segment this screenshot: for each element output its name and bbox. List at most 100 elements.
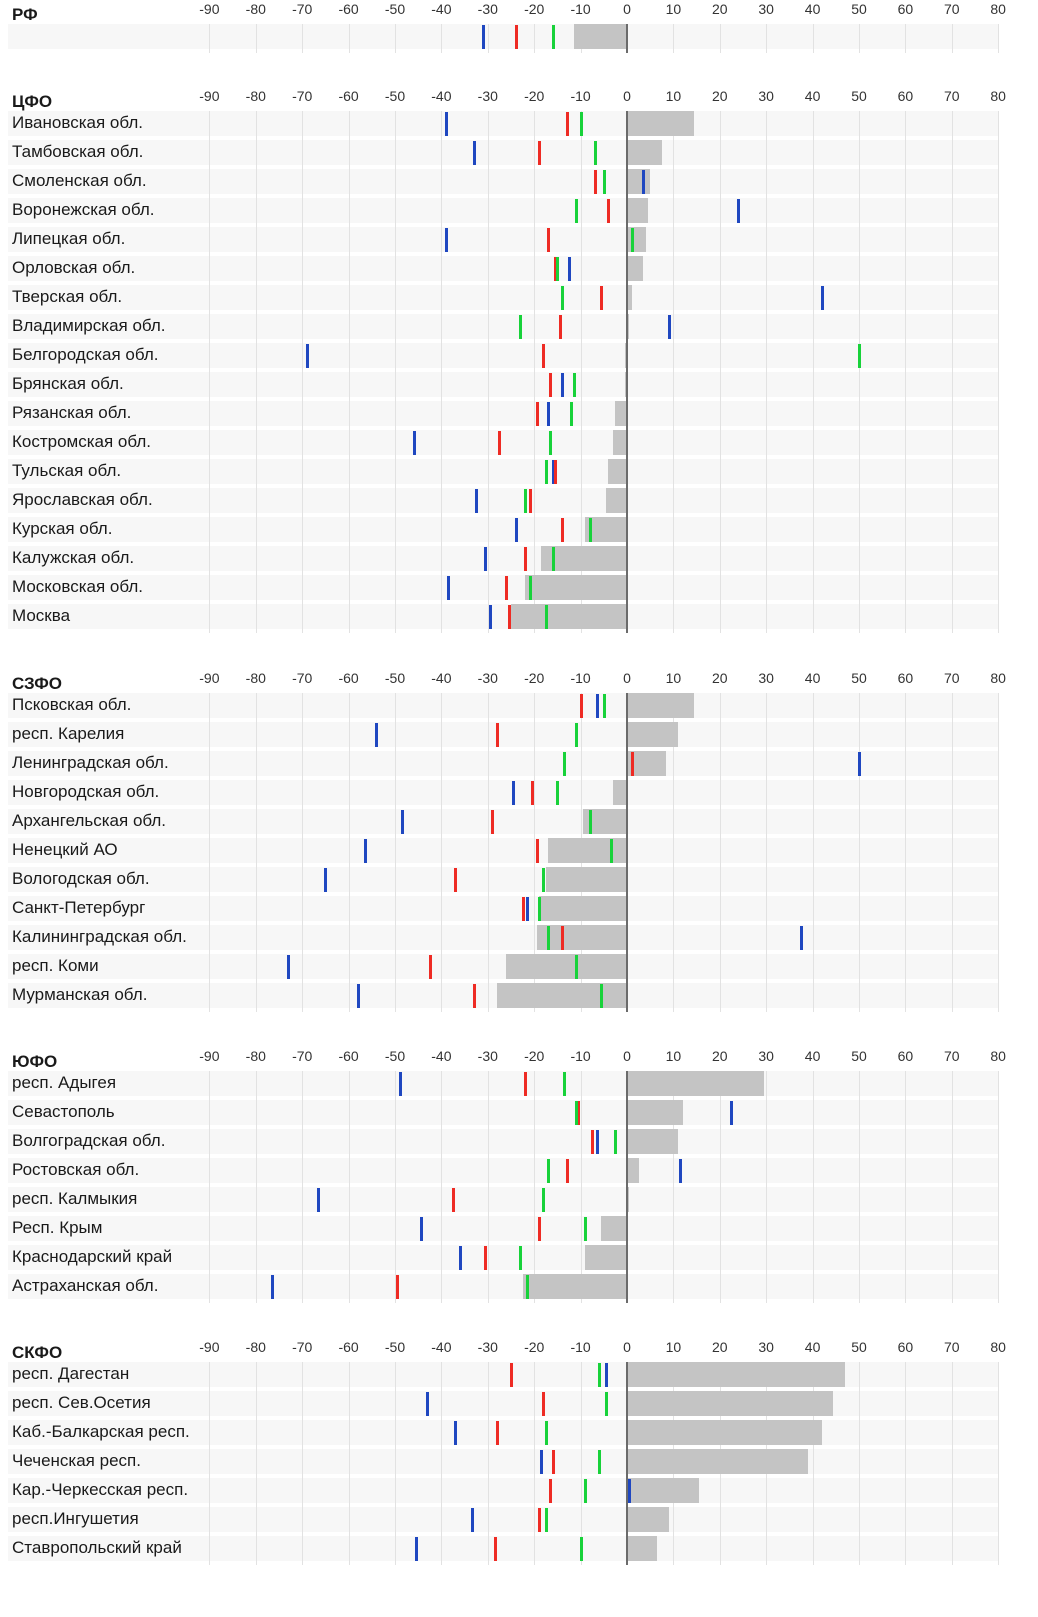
row-label: Ставропольский край <box>12 1538 182 1557</box>
bar <box>627 1449 808 1474</box>
bar <box>627 1362 846 1387</box>
grid-line <box>209 111 211 633</box>
grid-line <box>348 693 350 1012</box>
bar <box>522 1274 627 1299</box>
red-marker <box>607 199 611 223</box>
grid-line <box>534 1362 536 1565</box>
row-band <box>8 1129 998 1154</box>
row-band <box>8 722 998 747</box>
grid-line <box>766 693 768 1012</box>
row-label: Владимирская обл. <box>12 316 166 335</box>
grid-line <box>302 1071 304 1303</box>
bar <box>538 896 627 921</box>
grid-line <box>859 24 860 53</box>
axis-tick-label: 20 <box>712 1339 728 1355</box>
axis-tick-label: -70 <box>292 88 313 104</box>
row-label: Тверская обл. <box>12 287 123 306</box>
red-marker <box>537 141 541 165</box>
row-band <box>8 1187 998 1212</box>
grid-line <box>812 1071 814 1303</box>
row-band <box>8 604 998 629</box>
grid-line <box>441 1362 443 1565</box>
grid-line <box>348 1071 350 1303</box>
row-band <box>8 954 998 979</box>
group-title: ЮФО <box>12 1052 58 1071</box>
blue-marker <box>324 868 328 892</box>
axis-tick-label: 0 <box>623 1048 631 1064</box>
red-marker <box>452 1188 455 1212</box>
row-band <box>8 1071 998 1096</box>
grid-line <box>905 1071 907 1303</box>
bar <box>627 169 651 194</box>
bar <box>613 780 627 805</box>
bar <box>627 1187 630 1212</box>
red-marker <box>579 694 583 718</box>
row-band <box>8 517 998 542</box>
grid-line <box>766 111 768 633</box>
blue-marker <box>445 112 449 136</box>
axis-tick-label: -20 <box>524 1048 545 1064</box>
axis-tick-label: -40 <box>431 670 452 686</box>
red-marker <box>535 839 539 863</box>
bar <box>615 401 627 426</box>
zero-line <box>626 111 628 633</box>
grid-line <box>395 111 396 633</box>
blue-marker <box>561 373 565 397</box>
green-marker <box>544 1421 548 1445</box>
group-title: СЗФО <box>12 674 63 693</box>
axis-tick-label: 20 <box>712 670 728 686</box>
green-marker <box>537 897 541 921</box>
green-marker <box>600 984 604 1008</box>
grid-line <box>302 111 304 633</box>
bar <box>548 838 627 863</box>
axis-tick-label: -10 <box>570 1048 591 1064</box>
grid-line <box>348 111 350 633</box>
blue-marker <box>568 257 571 281</box>
axis-tick-label: -10 <box>570 1 591 17</box>
grid-line <box>766 1071 768 1303</box>
grid-line <box>859 1362 860 1565</box>
grid-line <box>812 24 814 53</box>
green-marker <box>519 315 523 339</box>
grid-line <box>719 24 721 53</box>
grid-line <box>255 111 257 633</box>
red-marker <box>498 431 502 455</box>
grid-line <box>487 24 489 53</box>
row-label: Чеченская респ. <box>12 1451 141 1470</box>
red-marker <box>554 460 558 484</box>
green-marker <box>544 1508 548 1532</box>
bar <box>627 1129 679 1154</box>
green-marker <box>572 373 576 397</box>
grid-line <box>859 693 860 1012</box>
axis-tick-label: -80 <box>245 1339 266 1355</box>
blue-marker <box>363 839 367 863</box>
row-band <box>8 459 998 484</box>
green-marker <box>609 839 613 863</box>
axis-tick-label: 30 <box>758 1 774 17</box>
grid-line <box>348 24 350 53</box>
grid-line <box>905 111 907 633</box>
blue-marker <box>287 955 291 979</box>
row-label: Ростовская обл. <box>12 1160 140 1179</box>
bar <box>585 1245 627 1270</box>
bar <box>627 1420 822 1445</box>
row-band <box>8 925 998 950</box>
row-label: Калининградская обл. <box>12 927 187 946</box>
axis-tick-label: -50 <box>384 1048 406 1064</box>
row-band <box>8 1216 998 1241</box>
red-marker <box>551 1450 555 1474</box>
blue-marker <box>514 518 518 542</box>
green-marker <box>542 868 546 892</box>
row-label: респ. Сев.Осетия <box>12 1393 151 1412</box>
grid-line <box>255 1071 257 1303</box>
green-marker <box>574 1101 578 1125</box>
red-marker <box>565 1159 569 1183</box>
axis-tick-label: 80 <box>990 1 1006 17</box>
green-marker <box>858 344 861 368</box>
axis-tick-label: 50 <box>851 670 867 686</box>
row-label: Мурманская обл. <box>12 985 148 1004</box>
bar <box>613 430 627 455</box>
grid-line <box>348 1362 350 1565</box>
bar <box>536 925 627 950</box>
grid-line <box>487 693 489 1012</box>
